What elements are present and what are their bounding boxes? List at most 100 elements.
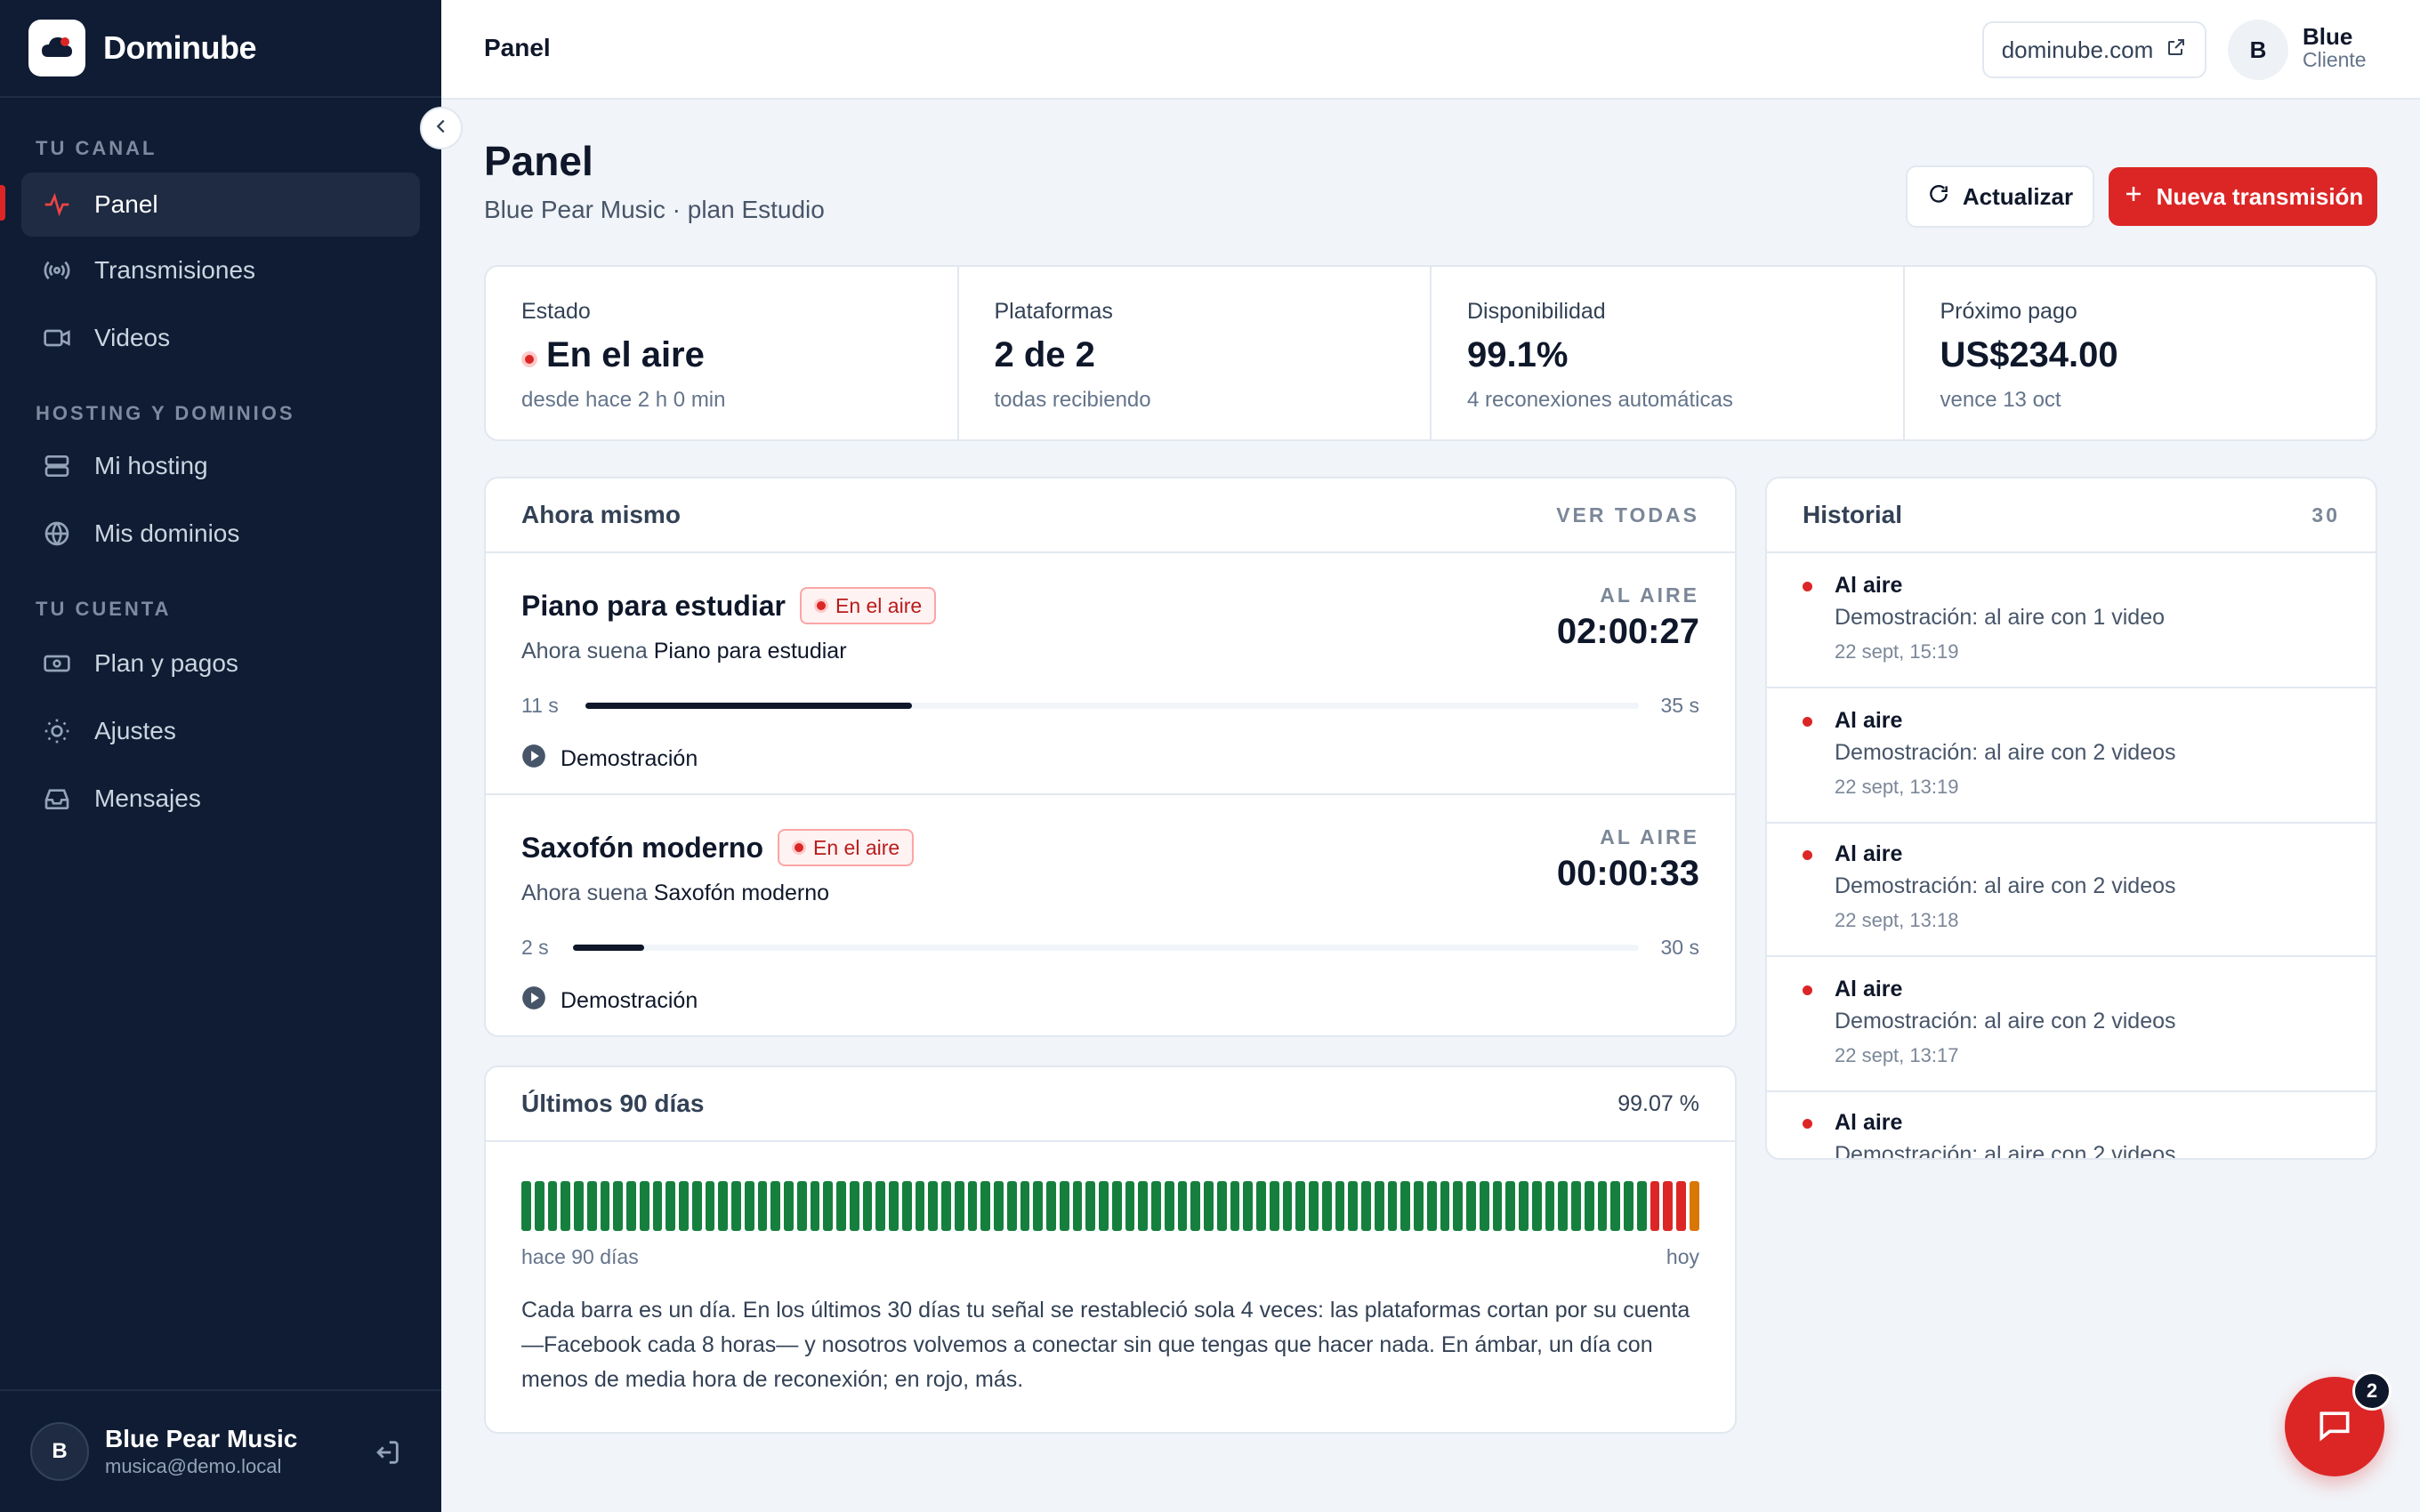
uptime-day-bar — [901, 1181, 912, 1231]
globe-icon — [41, 518, 73, 550]
uptime-day-bar — [1269, 1181, 1279, 1231]
source-row: Demostración — [521, 985, 698, 1017]
uptime-day-bar — [1085, 1181, 1095, 1231]
stat-value-text: En el aire — [546, 335, 705, 374]
banknote-icon — [41, 647, 73, 680]
brand[interactable]: Dominube — [0, 0, 441, 98]
view-all-link[interactable]: VER TODAS — [1556, 503, 1699, 527]
list-item[interactable]: Al aire Demostración: al aire con 2 vide… — [1767, 1090, 2376, 1158]
uptime-day-bar — [600, 1181, 610, 1231]
card-header: Historial 30 — [1767, 479, 2376, 553]
uptime-day-bar — [1216, 1181, 1227, 1231]
history-time: 22 sept, 13:19 — [1835, 776, 1959, 798]
uptime-day-bar — [1624, 1181, 1634, 1231]
progress-fill — [573, 945, 645, 951]
uptime-day-bar — [561, 1181, 570, 1231]
uptime-day-bar — [823, 1181, 833, 1231]
sidebar-item-ajustes[interactable]: Ajustes — [21, 699, 420, 763]
new-broadcast-label: Nueva transmisión — [2156, 182, 2364, 210]
sidebar-item-plan-pagos[interactable]: Plan y pagos — [21, 631, 420, 696]
list-item[interactable]: Al aire Demostración: al aire con 2 vide… — [1767, 822, 2376, 957]
uptime-day-bar — [784, 1181, 794, 1231]
user-avatar[interactable]: B — [2228, 20, 2288, 80]
uptime-day-bar — [1492, 1181, 1503, 1231]
inbox-icon — [41, 783, 73, 815]
uptime-day-bar — [666, 1181, 675, 1231]
stat-label: Estado — [521, 299, 591, 324]
uptime-day-bar — [796, 1181, 807, 1231]
sidebar-item-panel[interactable]: Panel — [21, 173, 420, 237]
list-item[interactable]: Al aire Demostración: al aire con 2 vide… — [1767, 957, 2376, 1092]
card-header: Ahora mismo VER TODAS — [486, 479, 1735, 553]
sidebar-item-mensajes[interactable]: Mensajes — [21, 767, 420, 831]
card-title: Últimos 90 días — [521, 1090, 705, 1117]
history-card: Historial 30 Al aire Demostración: al ai… — [1765, 477, 2377, 1160]
history-time: 22 sept, 15:19 — [1835, 640, 1959, 663]
uptime-day-bar — [1505, 1181, 1515, 1231]
account-footer: B Blue Pear Music musica@demo.local — [0, 1389, 441, 1512]
uptime-day-bar — [1020, 1181, 1030, 1231]
now-card: Ahora mismo VER TODAS Piano para estudia… — [484, 477, 1737, 1037]
plus-icon — [2123, 183, 2144, 211]
active-indicator — [0, 185, 5, 221]
uptime-day-bar — [889, 1181, 899, 1231]
uptime-day-bar — [836, 1181, 846, 1231]
logout-icon[interactable] — [372, 1437, 402, 1472]
stream-item[interactable]: Piano para estudiar En el aire Ahora sue… — [486, 553, 1735, 795]
list-item[interactable]: Al aire Demostración: al aire con 1 vide… — [1767, 553, 2376, 688]
refresh-button[interactable]: Actualizar — [1906, 165, 2094, 228]
play-circle-icon — [521, 744, 546, 775]
sidebar-item-transmisiones[interactable]: Transmisiones — [21, 238, 420, 302]
uptime-start-label: hace 90 días — [521, 1245, 639, 1268]
uptime-day-bar — [1466, 1181, 1476, 1231]
uptime-day-bar — [574, 1181, 584, 1231]
collapse-sidebar-button[interactable] — [420, 107, 463, 149]
now-playing: Ahora suena Piano para estudiar — [521, 639, 847, 664]
cloud-logo-icon — [28, 20, 85, 76]
uptime-day-bar — [626, 1181, 636, 1231]
status-dot-icon — [1803, 717, 1812, 727]
uptime-day-bar — [941, 1181, 951, 1231]
uptime-day-bar — [1151, 1181, 1161, 1231]
history-title: Al aire — [1835, 573, 1903, 598]
sidebar-item-mi-hosting[interactable]: Mi hosting — [21, 434, 420, 498]
progress-fill — [585, 703, 913, 709]
uptime-day-bar — [1663, 1181, 1673, 1231]
sidebar-item-label: Mis dominios — [94, 519, 240, 547]
list-item[interactable]: Al aire Demostración: al aire con 2 vide… — [1767, 688, 2376, 824]
user-name: Blue — [2303, 23, 2353, 50]
uptime-day-bar — [810, 1181, 820, 1231]
sidebar-item-videos[interactable]: Videos — [21, 306, 420, 370]
sidebar-item-mis-dominios[interactable]: Mis dominios — [21, 502, 420, 566]
uptime-day-bar — [1164, 1181, 1174, 1231]
topbar: Panel dominube.com B Blue Cliente — [441, 0, 2420, 100]
now-playing-track: Piano para estudiar — [653, 639, 847, 664]
uptime-day-bar — [1348, 1181, 1358, 1231]
uptime-day-bar — [1636, 1181, 1647, 1231]
now-playing-prefix: Ahora suena — [521, 639, 654, 664]
uptime-day-bar — [1309, 1181, 1319, 1231]
uptime-day-bar — [928, 1181, 938, 1231]
uptime-day-bar — [994, 1181, 1004, 1231]
status-badge: En el aire — [778, 829, 915, 866]
uptime-day-bar — [1177, 1181, 1188, 1231]
status-badge: En el aire — [799, 587, 937, 624]
stream-name: Piano para estudiar En el aire — [521, 587, 937, 624]
progress-bar — [573, 945, 1639, 951]
broadcast-icon — [41, 254, 73, 286]
uptime-day-bar — [1033, 1181, 1043, 1231]
uptime-day-bar — [1295, 1181, 1305, 1231]
section-hosting: HOSTING Y DOMINIOS — [36, 402, 295, 424]
uptime-day-bar — [1519, 1181, 1529, 1231]
sidebar-item-label: Videos — [94, 324, 171, 351]
site-link-button[interactable]: dominube.com — [1982, 21, 2206, 78]
uptime-day-bar — [1650, 1181, 1660, 1231]
stream-item[interactable]: Saxofón moderno En el aire Ahora suena S… — [486, 795, 1735, 1035]
uptime-day-bar — [1545, 1181, 1555, 1231]
avatar[interactable]: B — [30, 1422, 89, 1481]
uptime-day-bar — [862, 1181, 873, 1231]
uptime-day-bar — [1414, 1181, 1424, 1231]
new-broadcast-button[interactable]: Nueva transmisión — [2109, 167, 2377, 226]
activity-icon — [41, 189, 73, 221]
uptime-day-bar — [1046, 1181, 1056, 1231]
